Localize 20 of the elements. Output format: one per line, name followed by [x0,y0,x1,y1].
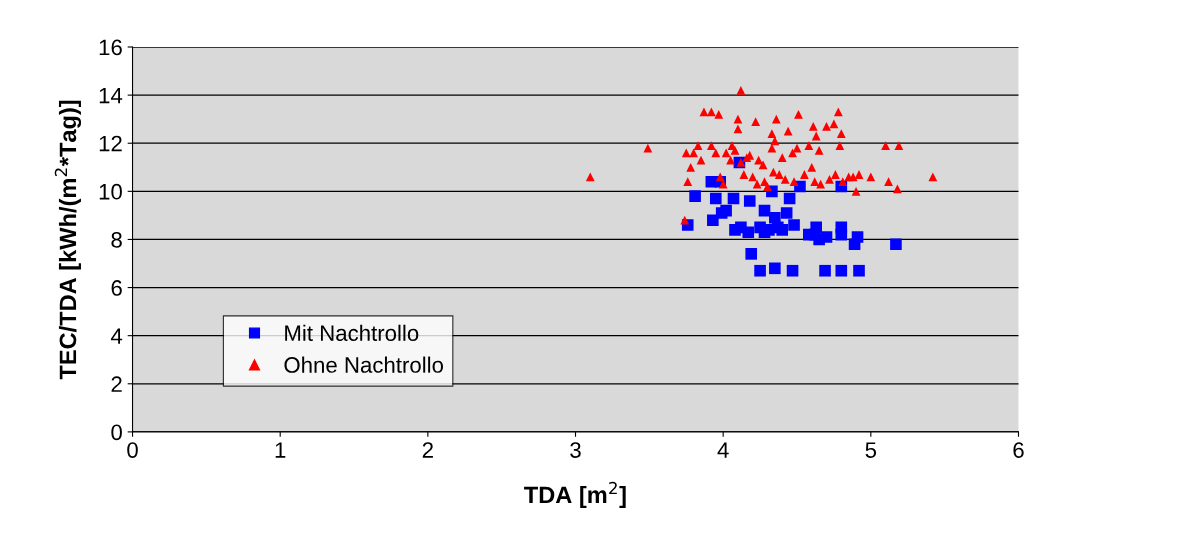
y-tick-label: 0 [111,424,122,441]
x-tick-label: 2 [422,442,433,458]
x-tick-label: 1 [275,442,286,458]
y-tick-label: 6 [111,280,122,296]
legend-label: Ohne Nachtrollo [284,356,444,373]
y-tick-label: 2 [111,376,122,392]
y-tick-label: 10 [99,183,122,200]
y-tick-label: 14 [99,87,123,104]
x-tick-label: 6 [1013,442,1024,458]
legend-label: Mit Nachtrollo [285,324,419,342]
y-tick-label: 16 [99,39,122,56]
y-axis-title: TEC/TDA [kWh/(m$^{2}$*Tag)] [54,100,82,380]
y-tick-label: 8 [111,231,122,248]
x-tick-label: 5 [865,442,877,458]
x-tick-label: 0 [127,442,138,458]
x-axis-title: TDA [m$^{2}$] [524,481,626,508]
x-tick-label: 4 [717,442,729,458]
y-tick-label: 12 [99,135,122,152]
x-tick-label: 3 [570,442,581,458]
y-tick-label: 4 [110,328,123,344]
